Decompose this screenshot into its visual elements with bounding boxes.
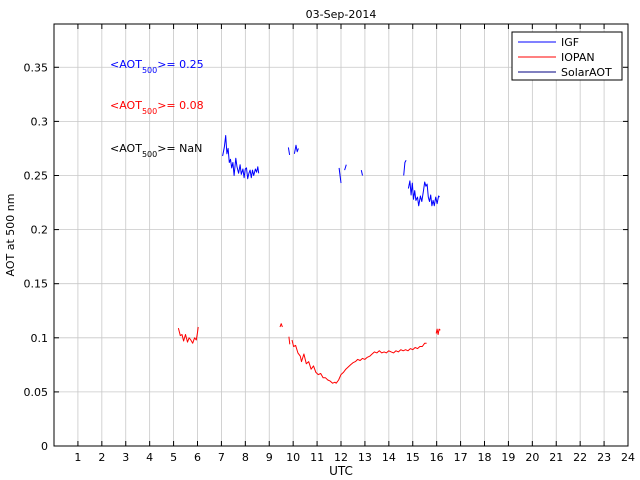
y-tick-label: 0.2	[31, 224, 49, 237]
series-line-segment	[435, 328, 441, 335]
series-layer	[177, 135, 441, 384]
annotation-subscript: 500	[142, 150, 157, 159]
x-tick-label: 23	[597, 451, 611, 464]
series-line-segment	[288, 336, 291, 345]
grid	[54, 24, 628, 446]
y-tick-label: 0.35	[24, 61, 49, 74]
annotation-prefix: <AOT	[110, 142, 142, 155]
x-tick-label: 20	[525, 451, 539, 464]
series-line-segment	[360, 169, 363, 176]
aot-annotation: <AOT500>= 0.25	[110, 58, 204, 75]
annotation-value: >= 0.08	[157, 99, 203, 112]
x-tick-label: 9	[266, 451, 273, 464]
aot-annotation: <AOT500>= NaN	[110, 142, 202, 159]
series-line-segment	[279, 323, 283, 328]
y-tick-label: 0.25	[24, 169, 49, 182]
legend: IGF IOPAN SolarAOT	[511, 31, 623, 81]
series-iopan	[177, 323, 441, 384]
series-igf	[222, 135, 440, 207]
series-line-segment	[287, 147, 291, 155]
series-line-segment	[291, 339, 427, 384]
x-tick-label: 19	[501, 451, 515, 464]
x-tick-label: 12	[334, 451, 348, 464]
x-tick-label: 13	[358, 451, 372, 464]
x-tick-label: 1	[74, 451, 81, 464]
x-tick-label: 8	[242, 451, 249, 464]
legend-label: IGF	[561, 36, 579, 49]
annotation-subscript: 500	[142, 107, 157, 116]
x-tick-label: 17	[454, 451, 468, 464]
x-tick-label: 10	[286, 451, 300, 464]
chart-title: 03-Sep-2014	[306, 8, 377, 21]
x-tick-label: 7	[218, 451, 225, 464]
x-tick-label: 4	[146, 451, 153, 464]
x-tick-label: 5	[170, 451, 177, 464]
x-tick-label: 18	[478, 451, 492, 464]
y-axis-label: AOT at 500 nm	[4, 194, 17, 277]
annotation-prefix: <AOT	[110, 99, 142, 112]
x-axis-label: UTC	[329, 464, 353, 478]
x-tick-label: 14	[382, 451, 396, 464]
ticks: 1 2 3 4 5 6 7 8 9 10 11 12 13 14 15 16 17 18 19 20 21 22 23 240…	[24, 24, 635, 464]
series-line-segment	[407, 180, 440, 207]
x-tick-label: 2	[98, 451, 105, 464]
series-line-segment	[403, 160, 407, 176]
series-line-segment	[222, 135, 260, 180]
x-tick-label: 21	[549, 451, 563, 464]
x-tick-label: 6	[194, 451, 201, 464]
x-tick-label: 3	[122, 451, 129, 464]
annotations: <AOT500>= 0.25<AOT500>= 0.08<AOT500>= Na…	[110, 58, 204, 159]
annotation-subscript: 500	[142, 66, 157, 75]
y-tick-label: 0.3	[31, 115, 49, 128]
legend-label: SolarAOT	[561, 66, 612, 79]
legend-label: IOPAN	[561, 51, 595, 64]
x-tick-label: 22	[573, 451, 587, 464]
series-line-segment	[293, 144, 299, 154]
y-tick-label: 0.05	[24, 386, 49, 399]
x-tick-label: 11	[310, 451, 324, 464]
annotation-prefix: <AOT	[110, 58, 142, 71]
aot-annotation: <AOT500>= 0.08	[110, 99, 204, 116]
series-line-segment	[177, 326, 199, 344]
y-tick-label: 0.1	[31, 332, 49, 345]
annotation-value: >= 0.25	[157, 58, 203, 71]
x-tick-label: 24	[621, 451, 635, 464]
annotation-value: >= NaN	[157, 142, 202, 155]
y-tick-label: 0	[41, 440, 48, 453]
series-line-segment	[338, 167, 342, 184]
series-line-segment	[344, 164, 347, 171]
legend-box	[511, 31, 623, 81]
y-tick-label: 0.15	[24, 278, 49, 291]
x-tick-label: 16	[430, 451, 444, 464]
x-tick-label: 15	[406, 451, 420, 464]
